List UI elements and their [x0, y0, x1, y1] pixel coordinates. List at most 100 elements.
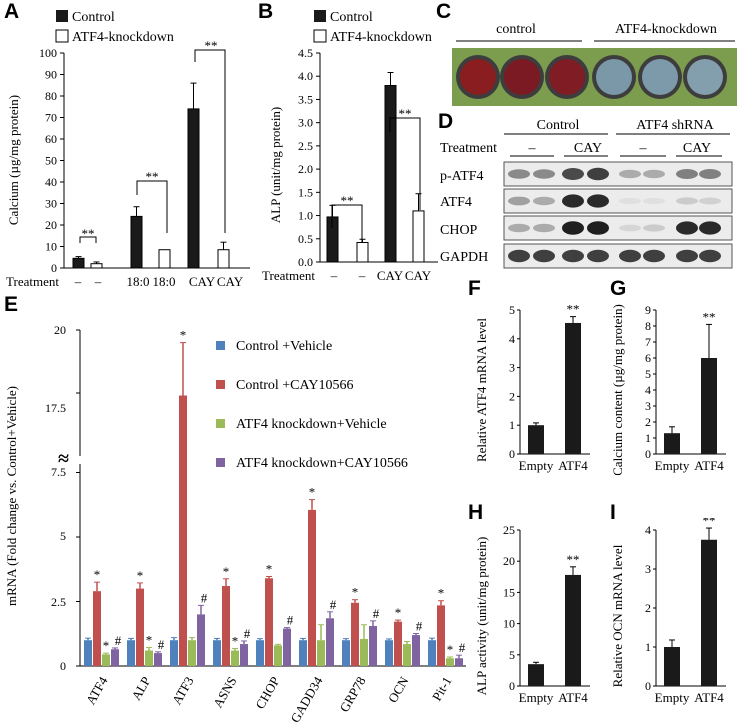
bar	[154, 653, 162, 666]
blot-band	[643, 249, 665, 263]
category-label: GRP78	[336, 674, 368, 715]
lane-label-2: CAY	[574, 141, 602, 156]
blot-band	[587, 249, 609, 263]
lane-label-4: CAY	[683, 141, 711, 156]
sig-mark: *	[137, 568, 144, 583]
bar	[283, 628, 291, 666]
ytick-label: 60	[45, 132, 57, 146]
panel-letter-i: I	[610, 501, 616, 524]
ytick-label: 0	[645, 447, 651, 461]
category-label: ATF4	[558, 458, 588, 473]
blot-band	[643, 224, 665, 232]
panel-letter-h: H	[468, 501, 484, 524]
treatment-tick-4: 18:0	[152, 274, 175, 289]
bar	[188, 640, 196, 666]
treatment-tick-1: –	[330, 268, 338, 283]
ytick-label: 3	[509, 361, 515, 375]
bar	[274, 645, 282, 666]
blot-band	[562, 168, 584, 180]
bar	[299, 640, 307, 666]
category-label: Empty	[519, 690, 554, 705]
blot-band	[533, 249, 555, 263]
ytick-label: 4	[645, 383, 651, 397]
ytick-label: 3	[645, 562, 651, 576]
group-label-shrna: ATF4 shRNA	[636, 118, 714, 133]
treatment-tick-2: –	[94, 274, 102, 289]
group-label-control: Control	[537, 118, 580, 133]
treatment-tick-5: CAY	[189, 274, 216, 289]
ytick-label: 2.5	[298, 139, 313, 153]
chart-i-ocn-mrna: Relative OCN mRNA level 0 1 2 3 4 Empty ** ATF4	[610, 518, 726, 705]
sig-mark: *	[223, 564, 230, 579]
bar	[265, 578, 273, 666]
sig-mark-3: **	[205, 38, 218, 53]
photo-c-alizarin-wells: control ATF4-knockdown	[452, 22, 737, 106]
well	[549, 59, 585, 95]
blot-band	[508, 169, 530, 179]
ytick-label: 2.0	[298, 162, 313, 176]
ytick-label: 5	[509, 303, 515, 317]
ytick-label: 0.5	[298, 232, 313, 246]
legend-label-control: Control	[72, 10, 115, 25]
category-label: Empty	[519, 458, 554, 473]
legend-label: Control +CAY10566	[236, 378, 353, 393]
blot-band	[562, 221, 584, 235]
treatment-tick-3: 18:0	[126, 274, 149, 289]
ytick-label: 15	[503, 585, 515, 599]
bar	[111, 649, 119, 666]
ytick-label: 30	[45, 197, 57, 211]
sig-mark: #	[244, 626, 251, 641]
ytick-label: 7	[645, 335, 651, 349]
bar	[528, 664, 544, 686]
blot-band	[508, 223, 530, 233]
treatment-tick-2: –	[358, 268, 366, 283]
legend-swatch	[216, 458, 225, 467]
ytick-label: 2	[645, 415, 651, 429]
ytick-label: 4.5	[298, 46, 313, 60]
blot-band	[587, 167, 609, 181]
bar	[528, 425, 544, 454]
category-label: OCN	[385, 673, 412, 705]
ytick-label: 20	[503, 554, 515, 568]
bar	[565, 322, 581, 454]
bar	[170, 640, 178, 666]
sig-mark: *	[352, 585, 359, 600]
y-axis-label: Relative OCN mRNA level	[610, 544, 625, 687]
sig-mark: *	[395, 605, 402, 620]
sig-mark: #	[158, 637, 165, 652]
ytick-label: 90	[45, 68, 57, 82]
treatment-label: Treatment	[262, 268, 315, 283]
category-label: ATF3	[169, 674, 197, 707]
y-axis-label: Relative ATF4 mRNA level	[474, 318, 489, 462]
bar	[72, 257, 85, 269]
sig-mark: *	[103, 638, 110, 653]
well	[642, 59, 678, 95]
panel-letter-e: E	[4, 293, 19, 316]
bar	[664, 433, 680, 454]
well	[687, 59, 723, 95]
ytick-label: 6	[645, 351, 651, 365]
ytick-label: 25	[503, 523, 515, 537]
ytick-label: 70	[45, 111, 57, 125]
blot-band	[643, 169, 665, 179]
group-label-control: control	[496, 22, 536, 37]
sig-mark: #	[201, 590, 208, 605]
sig-mark: *	[94, 567, 101, 582]
bar	[84, 640, 92, 666]
sig-mark: #	[330, 597, 337, 612]
category-label: Pit-1	[429, 674, 455, 703]
ytick-label: 5	[645, 367, 651, 381]
ytick-label: 0	[645, 679, 651, 693]
treatment-tick-3: CAY	[377, 268, 404, 283]
bar	[317, 640, 325, 666]
ytick-label: 40	[45, 175, 57, 189]
ytick-label: 4.0	[298, 69, 313, 83]
blot-band	[533, 196, 555, 206]
bar	[179, 395, 187, 666]
sig-mark-1: **	[341, 193, 354, 208]
category-label: ATF4	[694, 458, 724, 473]
legend-label: Control +Vehicle	[236, 339, 332, 354]
legend-swatch-control	[56, 10, 68, 22]
sig-mark: #	[459, 640, 466, 655]
bar	[127, 640, 135, 666]
